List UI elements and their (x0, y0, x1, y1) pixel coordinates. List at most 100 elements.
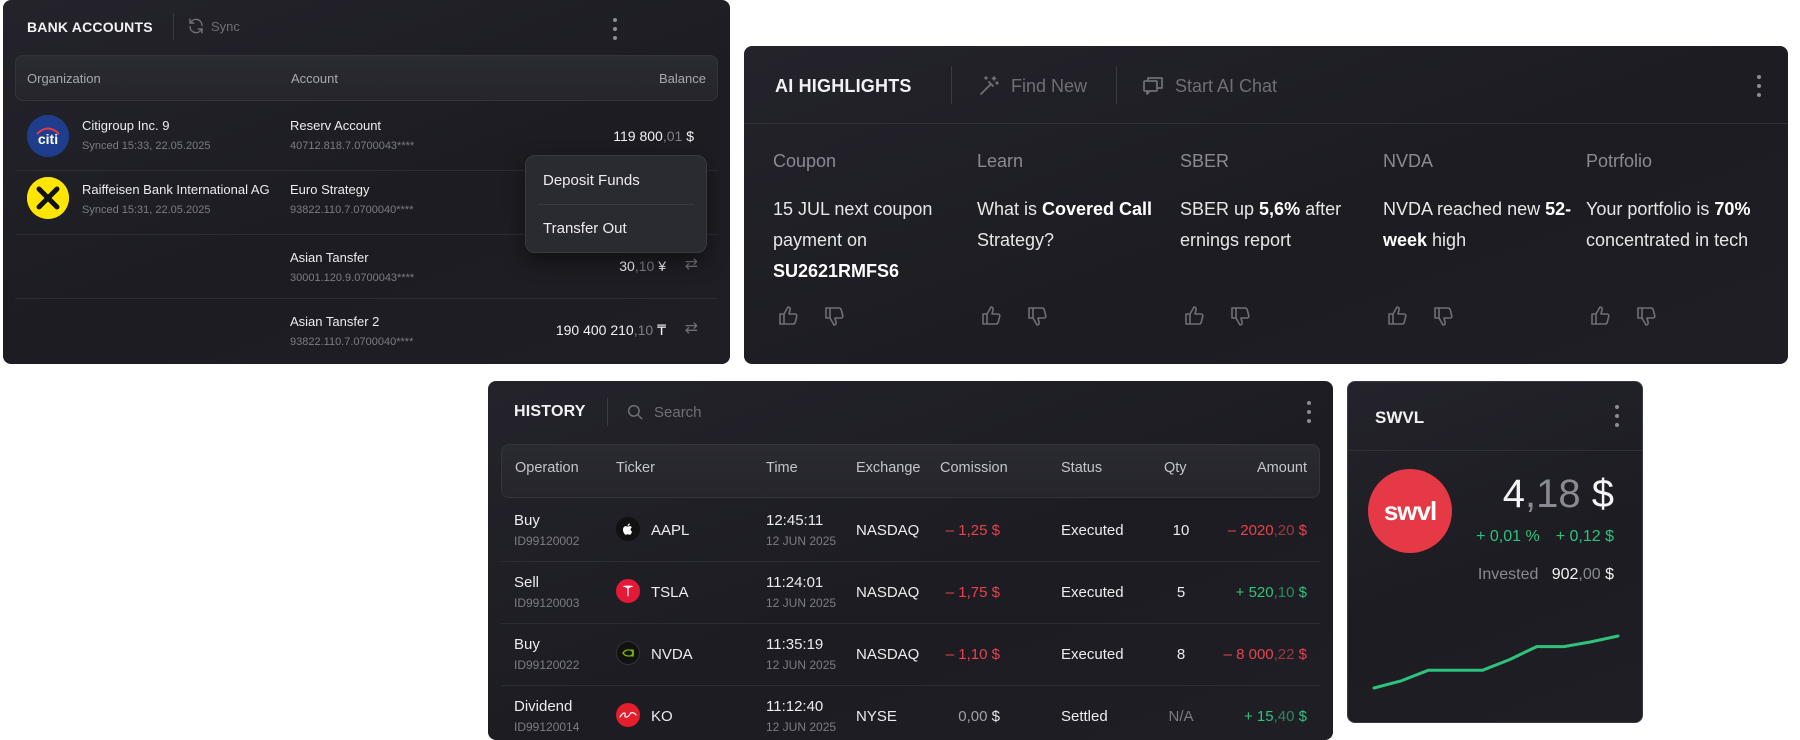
column-exchange: Exchange (856, 460, 921, 476)
more-menu-icon[interactable] (612, 18, 618, 40)
transfer-out-option[interactable]: Transfer Out (543, 220, 627, 237)
invested-amount: Invested 902,00 $ (1477, 566, 1614, 583)
date: 12 JUN 2025 (766, 658, 837, 672)
card-text: 15 JUL next coupon payment on SU2621RMFS… (773, 199, 933, 281)
panel-title: SWVL (1375, 408, 1425, 427)
bank-accounts-panel: BANK ACCOUNTS Sync Organization Account … (3, 0, 730, 364)
feedback-group (777, 304, 847, 328)
account-number: 40712.818.7.0700043**** (290, 140, 415, 152)
time: 12:45:11 (766, 512, 824, 529)
card-text: Your portfolio is 70% concentrated in te… (1586, 199, 1751, 250)
exchange: NYSE (856, 708, 897, 725)
highlight-card-sber[interactable]: SBER SBER up 5,6% after ernings report (1180, 151, 1370, 256)
panel-title: HISTORY (514, 403, 586, 420)
thumbs-down-icon[interactable] (1026, 304, 1050, 328)
ticker-label: KO (651, 708, 673, 725)
thumbs-up-icon[interactable] (1183, 304, 1207, 328)
sync-button[interactable]: Sync (187, 17, 240, 35)
table-row[interactable]: citi Citigroup Inc. 9 Synced 15:33, 22.0… (15, 107, 718, 171)
thumbs-up-icon[interactable] (980, 304, 1004, 328)
account-number: 93822.110.7.0700040**** (290, 336, 414, 348)
table-header (501, 444, 1320, 498)
column-account: Account (291, 71, 338, 86)
swvl-stock-card[interactable]: SWVL swvl 4,18 $ + 0,01 % + 0,12 $ Inves… (1347, 381, 1643, 723)
sparkline-chart (1372, 634, 1620, 690)
transfer-icon[interactable]: ⇄ (684, 320, 698, 337)
thumbs-down-icon[interactable] (1432, 304, 1456, 328)
account-actions-menu: Deposit Funds Transfer Out (525, 155, 707, 253)
thumbs-down-icon[interactable] (1229, 304, 1253, 328)
operation-id: ID99120022 (514, 658, 580, 672)
column-organization: Organization (27, 71, 101, 86)
search-input[interactable]: Search (626, 403, 702, 421)
time: 11:24:01 (766, 574, 824, 591)
commission: – 1,75 $ (945, 584, 1000, 601)
exchange: NASDAQ (856, 646, 920, 663)
quantity: 10 (1172, 522, 1190, 539)
more-menu-icon[interactable] (1306, 401, 1312, 423)
change-percent: + 0,01 % (1476, 528, 1540, 545)
table-header: Organization Account Balance (15, 55, 718, 101)
highlight-card-portfolio[interactable]: Potrfolio Your portfolio is 70% concentr… (1586, 151, 1776, 256)
table-row[interactable]: Buy ID99120002 AAPL 12:45:11 12 JUN 2025… (501, 500, 1320, 562)
column-operation: Operation (515, 460, 579, 476)
column-ticker: Ticker (616, 460, 655, 476)
table-row[interactable]: Buy ID99120022 NVDA 11:35:19 12 JUN 2025… (501, 624, 1320, 686)
ticker-label: NVDA (651, 646, 693, 663)
org-name: Raiffeisen Bank International AG (82, 182, 270, 197)
search-placeholder: Search (654, 403, 702, 421)
column-status: Status (1061, 460, 1103, 476)
sync-label: Sync (211, 18, 240, 34)
highlight-card-coupon[interactable]: Coupon 15 JUL next coupon payment on SU2… (773, 151, 963, 287)
more-menu-icon[interactable] (1756, 75, 1762, 97)
column-time: Time (766, 460, 798, 476)
history-panel: HISTORY Search Operation Ticker Time Exc… (488, 381, 1333, 740)
table-row[interactable]: Asian Tansfer 30001.120.9.0700043**** 30… (15, 235, 718, 299)
swvl-logo: swvl (1368, 469, 1452, 553)
refresh-icon (189, 18, 203, 34)
org-name: Citigroup Inc. 9 (82, 118, 170, 133)
account-name: Reserv Account (290, 118, 382, 133)
thumbs-up-icon[interactable] (777, 304, 801, 328)
start-ai-chat-button[interactable]: Start AI Chat (1141, 74, 1277, 98)
time: 11:12:40 (766, 698, 824, 715)
thumbs-up-icon[interactable] (1386, 304, 1410, 328)
amount: + 520,10 $ (1235, 584, 1307, 601)
operation-id: ID99120014 (514, 720, 580, 734)
feedback-group (1386, 304, 1456, 328)
find-new-label: Find New (1011, 75, 1088, 96)
account-number: 93822.110.7.0700040**** (290, 204, 414, 216)
commission: – 1,10 $ (945, 646, 1000, 663)
quantity: 5 (1176, 584, 1186, 601)
table-row[interactable]: Asian Tansfer 2 93822.110.7.0700040**** … (15, 299, 718, 363)
panel-header: AI HIGHLIGHTS Find New Start AI Chat (744, 46, 1788, 124)
operation: Sell (514, 574, 540, 591)
thumbs-down-icon[interactable] (823, 304, 847, 328)
exchange: NASDAQ (856, 522, 920, 539)
magic-wand-icon (980, 76, 999, 95)
thumbs-down-icon[interactable] (1635, 304, 1659, 328)
find-new-button[interactable]: Find New (977, 74, 1087, 98)
table-row[interactable]: Raiffeisen Bank International AG Synced … (15, 171, 718, 235)
column-qty: Qty (1164, 460, 1187, 476)
apple-logo-icon (616, 517, 640, 541)
highlight-card-learn[interactable]: Learn What is Covered Call Strategy? (977, 151, 1167, 256)
card-text: SBER up 5,6% after ernings report (1180, 199, 1342, 250)
panel-title: AI HIGHLIGHTS (775, 76, 912, 96)
more-menu-icon[interactable] (1614, 405, 1620, 427)
table-row[interactable]: Sell ID99120003 TSLA 11:24:01 12 JUN 202… (501, 562, 1320, 624)
transfer-icon[interactable]: ⇄ (684, 256, 698, 273)
highlight-card-nvda[interactable]: NVDA NVDA reached new 52-week high (1383, 151, 1573, 256)
deposit-funds-option[interactable]: Deposit Funds (543, 172, 640, 189)
raiffeisen-logo (27, 177, 69, 219)
operation-id: ID99120002 (514, 534, 580, 548)
date: 12 JUN 2025 (766, 596, 837, 610)
table-row[interactable]: Dividend ID99120014 KO 11:12:40 12 JUN 2… (501, 686, 1320, 740)
thumbs-up-icon[interactable] (1589, 304, 1613, 328)
start-ai-chat-label: Start AI Chat (1175, 75, 1278, 96)
status: Executed (1061, 522, 1124, 539)
ai-highlights-panel: AI HIGHLIGHTS Find New Start AI Chat Cou… (744, 46, 1788, 364)
account-name: Asian Tansfer 2 (290, 314, 380, 329)
operation: Buy (514, 512, 540, 529)
card-category: Learn (977, 151, 1024, 171)
